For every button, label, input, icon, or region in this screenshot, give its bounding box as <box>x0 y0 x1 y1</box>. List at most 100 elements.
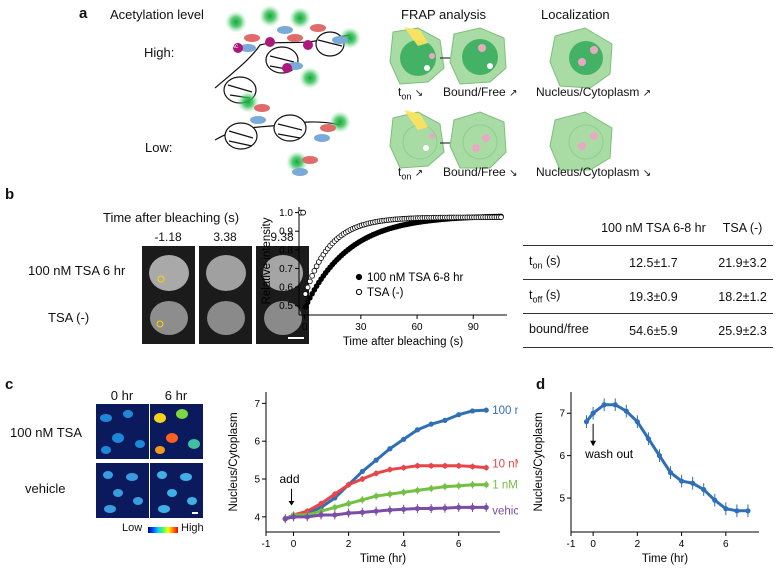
data-point <box>583 419 590 425</box>
add-label: add <box>280 472 300 486</box>
data-point <box>313 263 320 270</box>
table-corner <box>523 211 595 246</box>
series-line <box>284 505 487 521</box>
data-point <box>428 463 434 469</box>
data-point <box>373 493 379 499</box>
table-row: bound/free 54.6±5.9 25.9±2.3 <box>523 313 773 348</box>
frap-cell-high-2 <box>449 27 507 85</box>
low-bound-text: Bound/Free <box>443 165 506 179</box>
panel-a-label: a <box>79 5 88 22</box>
y-tick-label: 0.7 <box>279 264 293 275</box>
low-loc-text: Nucleus/Cytoplasm <box>536 165 640 179</box>
row-label-vehicle: vehicle <box>25 481 66 496</box>
add-arrow-head <box>288 500 295 506</box>
row-label-tsa: 100 nM TSA 6 hr <box>28 263 126 278</box>
x-tick-label: 4 <box>679 539 685 550</box>
series-label: 1 nM <box>492 480 518 492</box>
data-point <box>483 504 489 511</box>
high-bound-label: Bound/Free ↗ <box>443 85 517 99</box>
x-axis-label: Time after bleaching (s) <box>343 336 464 348</box>
data-point <box>282 516 288 522</box>
data-point <box>745 508 751 514</box>
col-label-6hr: 6 hr <box>164 388 188 403</box>
data-point <box>300 209 306 216</box>
data-point <box>373 457 379 463</box>
low-bound-label: Bound/Free ↘ <box>443 165 517 179</box>
data-point <box>734 508 740 514</box>
data-point <box>590 410 596 416</box>
data-point <box>483 407 489 413</box>
series-line <box>284 464 487 521</box>
data-point <box>428 505 434 512</box>
data-point <box>345 510 352 516</box>
table-row-label: bound/free <box>523 313 595 348</box>
y-tick-label: 4 <box>254 512 260 523</box>
y-tick-label: 5 <box>559 494 565 505</box>
x-tick-label: 0 <box>291 539 297 550</box>
data-point <box>712 497 718 503</box>
table-cell: 19.3±0.9 <box>594 279 713 314</box>
panel-b-label: b <box>5 186 15 203</box>
series-label: 100 nM <box>492 405 518 417</box>
data-point <box>469 463 476 470</box>
high-loc-label: Nucleus/Cytoplasm ↗ <box>536 85 651 99</box>
data-point <box>498 214 504 221</box>
arrow-down-icon: ↘ <box>414 88 424 99</box>
arrow-down-icon: ↘ <box>642 168 652 179</box>
kinetics-table: 100 nM TSA 6-8 hr TSA (-) ton (s) 12.5±1… <box>523 211 773 348</box>
time-label-1: -1.18 <box>154 230 182 244</box>
table-cell: 54.6±5.9 <box>594 313 713 348</box>
data-point <box>345 482 352 488</box>
row-label-tsa-neg: TSA (-) <box>48 310 90 325</box>
table-cell: 21.9±3.2 <box>712 245 773 280</box>
data-point <box>332 491 338 497</box>
data-point <box>311 268 318 274</box>
series-line <box>284 408 487 521</box>
table-row: toff (s) 19.3±0.9 18.2±1.2 <box>523 279 773 314</box>
panel-c-label: c <box>5 376 14 393</box>
x-tick-label: 90 <box>468 322 480 333</box>
data-point <box>401 436 407 442</box>
x-tick-label: 0 <box>590 539 596 550</box>
data-point <box>387 466 393 473</box>
data-point <box>414 487 421 493</box>
frap-image-ctrl-1 <box>142 292 195 344</box>
data-point <box>414 463 421 469</box>
frap-image-ctrl-2 <box>199 292 252 344</box>
arrow-up-icon: ↗ <box>642 88 652 99</box>
ac-mark-label: Ac <box>231 44 239 50</box>
data-point <box>428 421 434 427</box>
data-point <box>483 482 489 488</box>
y-tick-label: 5 <box>254 475 260 486</box>
data-point <box>387 446 393 452</box>
table-cell: 12.5±1.7 <box>594 245 713 280</box>
row-label-100nm: 100 nM TSA <box>10 425 83 440</box>
x-tick-label: 6 <box>456 539 462 550</box>
data-point <box>690 480 696 486</box>
x-tick-label: 6 <box>723 539 729 550</box>
data-point <box>442 505 448 511</box>
heatmap-vehicle-0hr <box>96 463 149 518</box>
series-line <box>284 483 487 521</box>
frap-image-tsa-2 <box>199 246 252 298</box>
data-point <box>414 505 421 512</box>
series-line <box>585 403 748 513</box>
frap-cell-high-1 <box>389 27 445 85</box>
high-ton-t: t <box>398 85 402 99</box>
data-point <box>401 506 407 512</box>
low-ton-sub: on <box>401 171 412 182</box>
data-point <box>345 501 352 507</box>
x-axis-label: Time (hr) <box>360 553 406 565</box>
high-ton-label: ton ↘ <box>398 85 423 101</box>
data-point <box>469 482 476 488</box>
table-col-header-tsa: 100 nM TSA 6-8 hr <box>601 221 706 235</box>
x-tick-label: 2 <box>635 539 641 550</box>
bromodomain-proteins <box>225 5 361 173</box>
data-point <box>304 284 311 291</box>
col-header-localization: Localization <box>541 7 610 22</box>
x-tick-label: 30 <box>355 322 367 333</box>
data-point <box>414 427 421 433</box>
data-point <box>307 278 313 285</box>
data-point <box>456 463 462 469</box>
y-tick-label: 1.0 <box>279 208 293 219</box>
